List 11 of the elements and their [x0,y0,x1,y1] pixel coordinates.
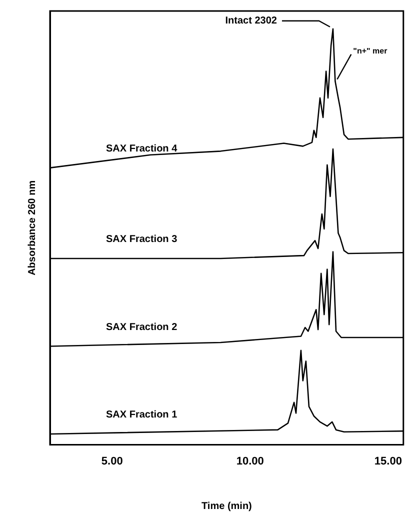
x-tick-label: 15.00 [374,455,402,468]
series-label: SAX Fraction 2 [106,322,178,333]
y-axis-title: Absorbance 260 nm [26,180,38,276]
series-label: SAX Fraction 3 [106,234,178,246]
annotation: "n+" mer [353,46,388,56]
x-axis-title: Time (min) [201,500,252,512]
series-label: SAX Fraction 4 [106,144,178,155]
x-tick-label: 10.00 [236,455,264,468]
series-label: SAX Fraction 1 [106,410,178,421]
annotation: Intact 2302 [225,16,278,27]
x-tick-label: 5.00 [101,455,123,468]
